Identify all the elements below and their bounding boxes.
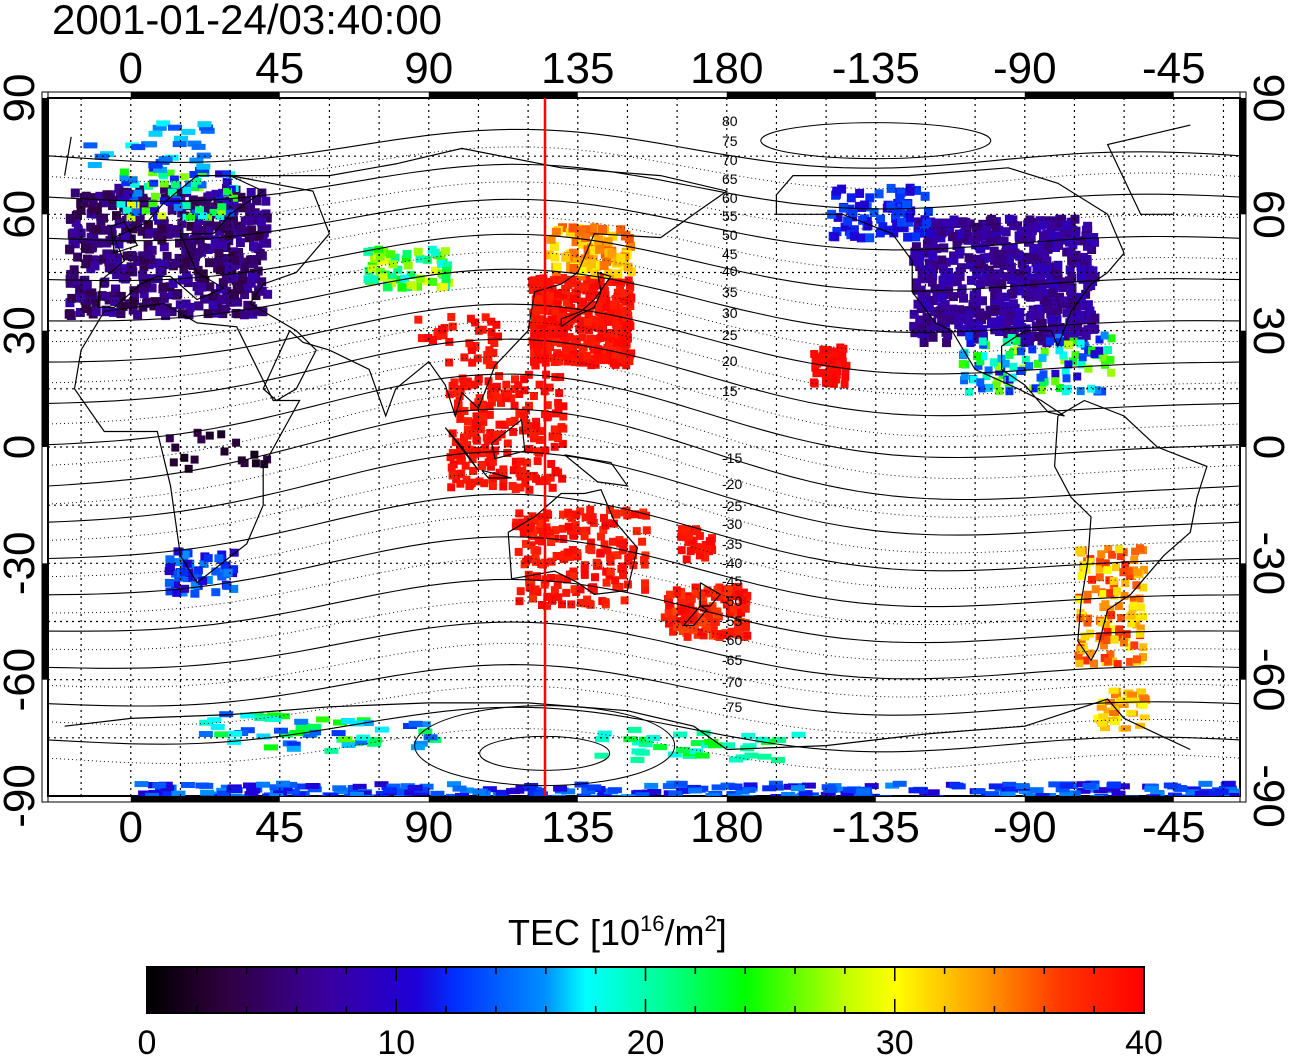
contour-label: 35 [722, 284, 738, 300]
lon-tick-label-top: -90 [993, 44, 1057, 93]
lat-tick-label-right: 30 [1244, 306, 1292, 355]
lon-tick-label-top: -45 [1142, 44, 1206, 93]
longitude-labels-bottom: 0 45 90 135 180 -135 -90 -45 [119, 803, 1206, 852]
contour-label: -70 [722, 674, 742, 690]
lon-tick-label-top: 135 [541, 44, 614, 93]
lon-tick-label-bottom: 90 [404, 803, 453, 852]
lon-tick-label-bottom: -90 [993, 803, 1057, 852]
contour-label: -30 [722, 516, 742, 532]
colorbar-tick-label: 20 [627, 1024, 665, 1057]
lat-tick-label-left: -30 [0, 532, 44, 596]
contour-label: 45 [722, 246, 738, 262]
lon-tick-label-top: 90 [404, 44, 453, 93]
tec-data-cells [64, 120, 1240, 796]
latitude-labels-right: 90 60 30 0 -30 -60 -90 [1244, 74, 1292, 828]
lat-tick-label-right: 60 [1244, 190, 1292, 239]
lon-tick-label-bottom: 180 [690, 803, 763, 852]
contour-label: 70 [722, 152, 738, 168]
colorbar-tick-label: 0 [138, 1024, 157, 1057]
contour-label: 40 [722, 263, 738, 279]
contour-label: -35 [722, 536, 742, 552]
lon-tick-label-top: 180 [690, 44, 763, 93]
contour-label: -65 [722, 652, 742, 668]
contour-label: 80 [722, 113, 738, 129]
lon-tick-label-bottom: 135 [541, 803, 614, 852]
figure-title: 2001-01-24/03:40:00 [52, 0, 442, 43]
lon-tick-label-bottom: 45 [255, 803, 304, 852]
contour-label: -20 [722, 476, 742, 492]
contour-label: 15 [722, 383, 738, 399]
contour-label: 25 [722, 327, 738, 343]
lon-tick-label-top: 45 [255, 44, 304, 93]
colorbar-tick-label: 30 [876, 1024, 914, 1057]
lat-tick-label-left: -90 [0, 764, 44, 828]
contour-label: 50 [722, 227, 738, 243]
colorbar-tick-label: 10 [377, 1024, 415, 1057]
contour-label: 55 [722, 208, 738, 224]
map-gridlines [48, 98, 1240, 796]
contour-label: 65 [722, 171, 738, 187]
lat-tick-label-right: 90 [1244, 74, 1292, 123]
contour-label: 20 [722, 353, 738, 369]
lat-tick-label-left: 30 [0, 306, 44, 355]
lon-tick-label-bottom: -45 [1142, 803, 1206, 852]
lat-tick-label-right: -60 [1244, 648, 1292, 712]
lon-tick-label-bottom: 0 [119, 803, 143, 852]
contour-label: -45 [722, 573, 742, 589]
lat-tick-label-right: -90 [1244, 764, 1292, 828]
coastline-outlines [64, 124, 1208, 751]
lat-tick-label-right: 0 [1244, 435, 1292, 459]
contour-label: -50 [722, 593, 742, 609]
lat-tick-label-left: 0 [0, 435, 44, 459]
contour-label: 75 [722, 133, 738, 149]
colorbar: TEC [1016/m2] 0 10 20 30 40 [138, 911, 1163, 1057]
contour-label: -40 [722, 555, 742, 571]
contour-label: 30 [722, 305, 738, 321]
lon-tick-label-top: -135 [832, 44, 920, 93]
lat-tick-label-left: 90 [0, 74, 44, 123]
lat-tick-label-left: -60 [0, 648, 44, 712]
lon-tick-label-bottom: -135 [832, 803, 920, 852]
latitude-labels-left: 90 60 30 0 -30 -60 -90 [0, 74, 44, 828]
colorbar-title: TEC [1016/m2] [508, 911, 727, 953]
contour-label: -60 [722, 632, 742, 648]
colorbar-tick-label: 40 [1125, 1024, 1163, 1057]
lat-tick-label-left: 60 [0, 190, 44, 239]
lat-tick-label-right: -30 [1244, 532, 1292, 596]
contour-label: -15 [722, 450, 742, 466]
contour-label: -25 [722, 498, 742, 514]
magnetic-latitude-contours [48, 122, 1240, 787]
contour-label: -75 [722, 699, 742, 715]
longitude-labels-top: 0 45 90 135 180 -135 -90 -45 [119, 44, 1206, 93]
contour-label: -55 [722, 613, 742, 629]
contour-label: 60 [722, 190, 738, 206]
lon-tick-label-top: 0 [119, 44, 143, 93]
